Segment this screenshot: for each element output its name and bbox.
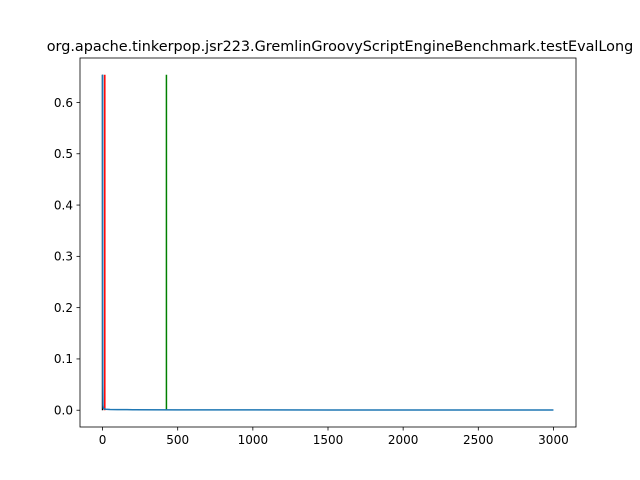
x-tick-label: 1500 [313, 433, 344, 447]
series-line-score [101, 74, 554, 411]
x-tick-label: 500 [166, 433, 189, 447]
y-tick-label: 0.0 [54, 404, 73, 418]
x-tick-label: 3000 [538, 433, 569, 447]
x-tick-label: 2500 [463, 433, 494, 447]
x-tick-label: 0 [99, 433, 107, 447]
x-tick-label: 2000 [388, 433, 419, 447]
y-tick-label: 0.1 [54, 352, 73, 366]
axes: 0 500 1000 1500 2000 2500 3000 0.0 0.1 0.2 0.3 0.4 0… [54, 57, 577, 447]
y-tick-label: 0.5 [54, 147, 73, 161]
y-tick-label: 0.2 [54, 301, 73, 315]
y-tick-label: 0.4 [54, 198, 73, 212]
y-tick-label: 0.3 [54, 250, 73, 264]
chart-title: org.apache.tinkerpop.jsr223.GremlinGroov… [47, 39, 633, 55]
y-tick-label: 0.6 [54, 96, 73, 110]
x-tick-label: 1000 [238, 433, 269, 447]
plot-area [101, 74, 554, 411]
axes-frame [79, 57, 577, 428]
